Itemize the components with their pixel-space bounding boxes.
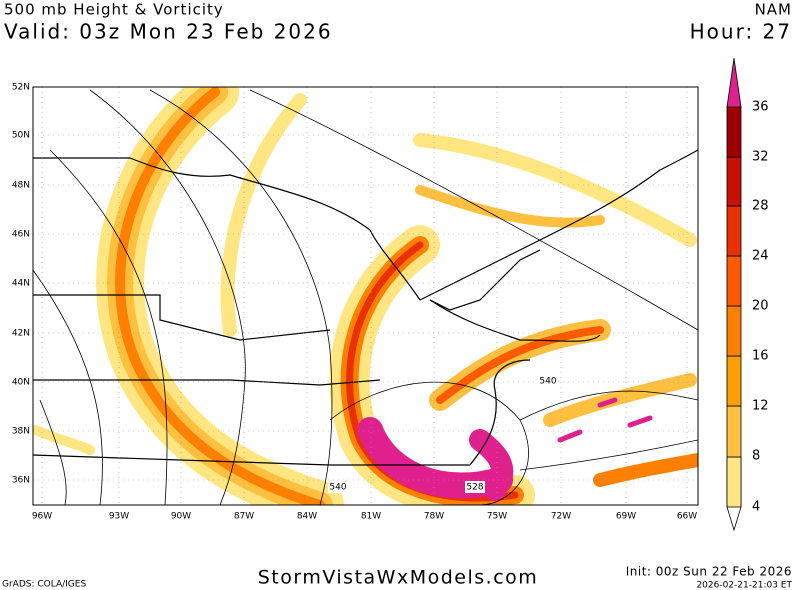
boundaries: [33, 149, 698, 466]
lon-label: 93W: [109, 512, 129, 522]
colorbar-label: 36: [752, 100, 769, 115]
lat-label: 46N: [12, 230, 30, 240]
colorbar-label: 24: [752, 249, 769, 264]
lon-label: 69W: [616, 512, 636, 522]
lon-label: 72W: [551, 512, 571, 522]
colorbar-label: 32: [752, 150, 769, 165]
lon-label: 78W: [424, 512, 444, 522]
colorbar-label: 16: [752, 349, 769, 364]
colorbar-label: 20: [752, 299, 769, 314]
map-labels: 52N 50N 48N 46N 44N 42N 40N 38N 36N 96W 93W 90W 87W 8…: [12, 83, 697, 522]
grads-credit: GrADS: COLA/IGES: [2, 580, 86, 590]
lat-label: 42N: [12, 329, 30, 339]
lat-label: 36N: [12, 476, 30, 486]
valid-time: Valid: 03z Mon 23 Feb 2026: [4, 20, 333, 44]
title: 500 mb Height & Vorticity: [4, 1, 224, 19]
colorbar-label: 4: [752, 500, 760, 515]
lon-label: 66W: [677, 512, 697, 522]
model-name: NAM: [755, 1, 792, 19]
contour-label-text: 540: [329, 483, 346, 493]
contour-label-text: 528: [466, 483, 483, 493]
lon-label: 81W: [361, 512, 381, 522]
lat-label: 50N: [12, 131, 30, 141]
lon-label: 96W: [32, 512, 52, 522]
contour-label: 540: [328, 481, 348, 493]
map-field: [33, 87, 698, 505]
contour-label-box: [465, 481, 485, 493]
lat-label: 40N: [12, 378, 30, 388]
lon-label: 87W: [234, 512, 254, 522]
contour-label-box: [538, 375, 558, 387]
timestamp: 2026-02-21-21:03 ET: [696, 581, 792, 590]
lon-label: 84W: [297, 512, 317, 522]
lat-label: 52N: [12, 83, 30, 93]
lat-label: 48N: [12, 181, 30, 191]
contour-label: 528: [465, 481, 485, 493]
contour-label-text: 540: [539, 377, 556, 387]
init-time: Init: 00z Sun 22 Feb 2026: [626, 565, 792, 579]
colorbar-label: 8: [752, 449, 760, 464]
map-frame: [32, 86, 699, 506]
height-contours: [33, 89, 698, 505]
contour-label: 540: [538, 375, 558, 387]
colorbar-label: 28: [752, 199, 769, 214]
site-name: StormVistaWxModels.com: [258, 567, 539, 589]
contour-label-box: [328, 481, 348, 493]
forecast-hour: Hour: 27: [690, 20, 792, 44]
colorbar-label: 12: [752, 399, 769, 414]
colorbar: [726, 57, 742, 532]
lat-label: 44N: [12, 279, 30, 289]
lat-label: 38N: [12, 427, 30, 437]
lon-label: 75W: [487, 512, 507, 522]
lon-label: 90W: [171, 512, 191, 522]
